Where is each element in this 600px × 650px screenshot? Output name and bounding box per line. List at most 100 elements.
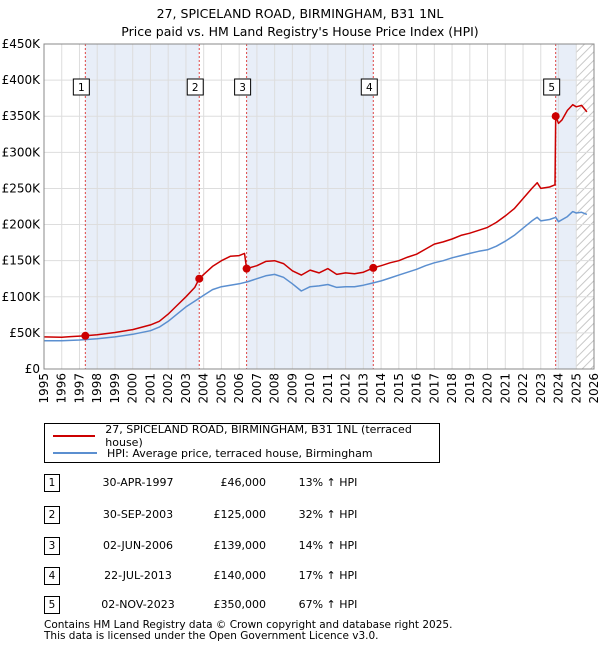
x-tick-label: 2014 <box>374 373 388 404</box>
x-tick-label: 2025 <box>569 373 583 404</box>
x-tick-label: 1997 <box>72 373 86 404</box>
y-tick-label: £150K <box>2 254 42 268</box>
sale-label-box <box>360 78 378 96</box>
sale-hpi-change: 67% ↑ HPI <box>298 598 358 611</box>
x-tick-label: 2016 <box>410 373 424 404</box>
x-tick-label: 2009 <box>285 373 299 404</box>
sale-label: 2 <box>192 82 199 94</box>
x-tick-label: 2024 <box>552 373 566 404</box>
plot-frame <box>43 43 595 370</box>
sale-label: 1 <box>78 82 85 94</box>
y-tick-label: £300K <box>2 145 42 159</box>
sale-hpi-change: 17% ↑ HPI <box>298 569 358 582</box>
sale-row: 5 02-NOV-2023 £350,000 67% ↑ HPI <box>44 596 564 614</box>
y-tick-label: £350K <box>2 109 42 123</box>
sale-number: 2 <box>44 506 60 524</box>
sale-date: 30-APR-1997 <box>102 476 174 489</box>
sale-label: 5 <box>548 82 555 94</box>
sale-row: 3 02-JUN-2006 £139,000 14% ↑ HPI <box>44 537 564 555</box>
legend-item-hpi: HPI: Average price, terraced house, Birm… <box>53 445 373 461</box>
legend-item-property: 27, SPICELAND ROAD, BIRMINGHAM, B31 1NL … <box>53 423 439 449</box>
sale-price: £46,000 <box>220 476 267 489</box>
sale-label-box <box>543 78 561 96</box>
sale-price: £350,000 <box>213 598 267 611</box>
sale-date: 30-SEP-2003 <box>102 508 174 521</box>
x-tick-label: 2004 <box>197 373 211 404</box>
y-tick-label: £450K <box>2 37 42 51</box>
sale-number: 3 <box>44 537 60 555</box>
sale-hpi-change: 32% ↑ HPI <box>298 508 358 521</box>
sale-number: 5 <box>44 596 60 614</box>
sale-hpi-change: 14% ↑ HPI <box>298 539 358 552</box>
x-tick-label: 2002 <box>161 373 175 404</box>
chart-title-line2: Price paid vs. HM Land Registry's House … <box>121 24 479 39</box>
sale-price: £140,000 <box>213 569 267 582</box>
sale-date: 02-JUN-2006 <box>102 539 174 552</box>
legend-swatch-property <box>53 435 96 437</box>
x-tick-label: 2018 <box>445 373 459 404</box>
x-tick-label: 2015 <box>392 373 406 404</box>
x-tick-label: 2010 <box>303 373 317 404</box>
series-line-hpi <box>43 210 588 342</box>
shaded-period <box>85 44 200 369</box>
x-tick-label: 2019 <box>463 373 477 404</box>
y-tick-label: £50K <box>9 326 41 340</box>
x-tick-label: 2026 <box>587 373 600 404</box>
sale-label-box <box>234 78 252 96</box>
sale-point <box>551 112 560 121</box>
chart-title-line1: 27, SPICELAND ROAD, BIRMINGHAM, B31 1NL <box>156 6 444 21</box>
x-tick-label: 2006 <box>232 373 246 404</box>
sale-point <box>81 331 90 340</box>
sale-row: 2 30-SEP-2003 £125,000 32% ↑ HPI <box>44 506 564 524</box>
shaded-period <box>555 44 577 369</box>
sale-hpi-change: 13% ↑ HPI <box>298 476 358 489</box>
y-tick-label: £400K <box>2 73 42 87</box>
y-tick-label: £250K <box>2 181 42 195</box>
sale-label: 3 <box>239 82 246 94</box>
sale-point <box>369 263 378 272</box>
legend-label-hpi: HPI: Average price, terraced house, Birm… <box>107 446 373 460</box>
x-tick-label: 2007 <box>250 373 264 404</box>
x-tick-label: 1998 <box>90 373 104 404</box>
footer-copyright: Contains HM Land Registry data © Crown c… <box>44 619 453 631</box>
legend-label-property: 27, SPICELAND ROAD, BIRMINGHAM, B31 1NL … <box>105 423 412 449</box>
x-tick-label: 2000 <box>126 373 140 404</box>
x-tick-label: 2017 <box>427 373 441 404</box>
sale-number: 1 <box>44 474 60 492</box>
y-tick-label: £200K <box>2 218 42 232</box>
x-tick-label: 1999 <box>108 373 122 404</box>
sale-label: 4 <box>366 82 373 94</box>
sale-row: 4 22-JUL-2013 £140,000 17% ↑ HPI <box>44 567 564 585</box>
sale-point <box>242 264 251 273</box>
price-chart: 1 2 3 4 5 £0 £50K £100K £150K £200K £250K £300K £350… <box>2 37 600 404</box>
x-tick-label: 2023 <box>534 373 548 404</box>
x-tick-label: 2008 <box>268 373 282 404</box>
x-tick-label: 2011 <box>321 373 335 404</box>
sale-date: 02-NOV-2023 <box>101 598 175 611</box>
x-tick-label: 1996 <box>55 373 69 404</box>
footer-license: This data is licensed under the Open Gov… <box>44 630 379 642</box>
sale-price: £139,000 <box>213 539 267 552</box>
sale-number: 4 <box>44 567 60 585</box>
sale-point <box>195 274 204 283</box>
y-tick-label: £0 <box>25 362 40 376</box>
x-tick-label: 2003 <box>179 373 193 404</box>
x-tick-label: 1995 <box>37 373 51 404</box>
series-line-property <box>43 103 588 338</box>
sale-row: 1 30-APR-1997 £46,000 13% ↑ HPI <box>44 474 564 492</box>
sale-date: 22-JUL-2013 <box>104 569 172 582</box>
x-tick-label: 2005 <box>214 373 228 404</box>
sale-label-box <box>72 78 90 96</box>
legend-swatch-hpi <box>53 452 97 454</box>
x-tick-label: 2021 <box>498 373 512 404</box>
sale-price: £125,000 <box>213 508 267 521</box>
sale-label-box <box>186 78 204 96</box>
x-tick-label: 2020 <box>481 373 495 404</box>
x-tick-label: 2012 <box>339 373 353 404</box>
x-tick-label: 2001 <box>143 373 157 404</box>
y-tick-label: £100K <box>2 290 42 304</box>
forecast-region <box>576 44 594 369</box>
x-tick-label: 2013 <box>356 373 370 404</box>
chart-legend: 27, SPICELAND ROAD, BIRMINGHAM, B31 1NL … <box>44 423 440 463</box>
x-tick-label: 2022 <box>516 373 530 404</box>
